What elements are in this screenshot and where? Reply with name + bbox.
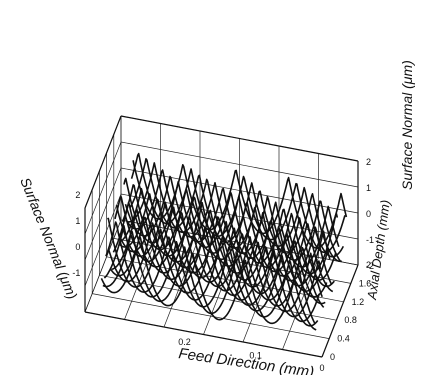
trace-layer [101, 154, 346, 330]
z-axis-title-right: Surface Normal (μm) [399, 60, 415, 190]
z-left-tick-label: 0 [75, 242, 80, 252]
y-tick-label: 0.4 [337, 334, 350, 344]
z-left-tick-label: 2 [75, 190, 80, 200]
z-right-tick-label: 0 [366, 209, 371, 219]
frame-edge-top-left [85, 116, 121, 208]
x-tick-label: 0 [319, 363, 324, 373]
left-wall-gridline-horizontal [85, 194, 121, 286]
z-left-tick-label: 1 [75, 216, 80, 226]
y-tick-label: 0.8 [344, 315, 357, 325]
z-right-tick-label: 2 [366, 157, 371, 167]
z-axis-title-left: Surface Normal (μm) [17, 175, 80, 301]
y-tick-label: 1.2 [352, 297, 365, 307]
z-right-tick-label: 1 [366, 183, 371, 193]
y-tick-label: 0 [330, 352, 335, 362]
x-axis-title: Feed Direction (mm) [177, 345, 315, 375]
left-wall-gridline-horizontal [85, 142, 121, 234]
